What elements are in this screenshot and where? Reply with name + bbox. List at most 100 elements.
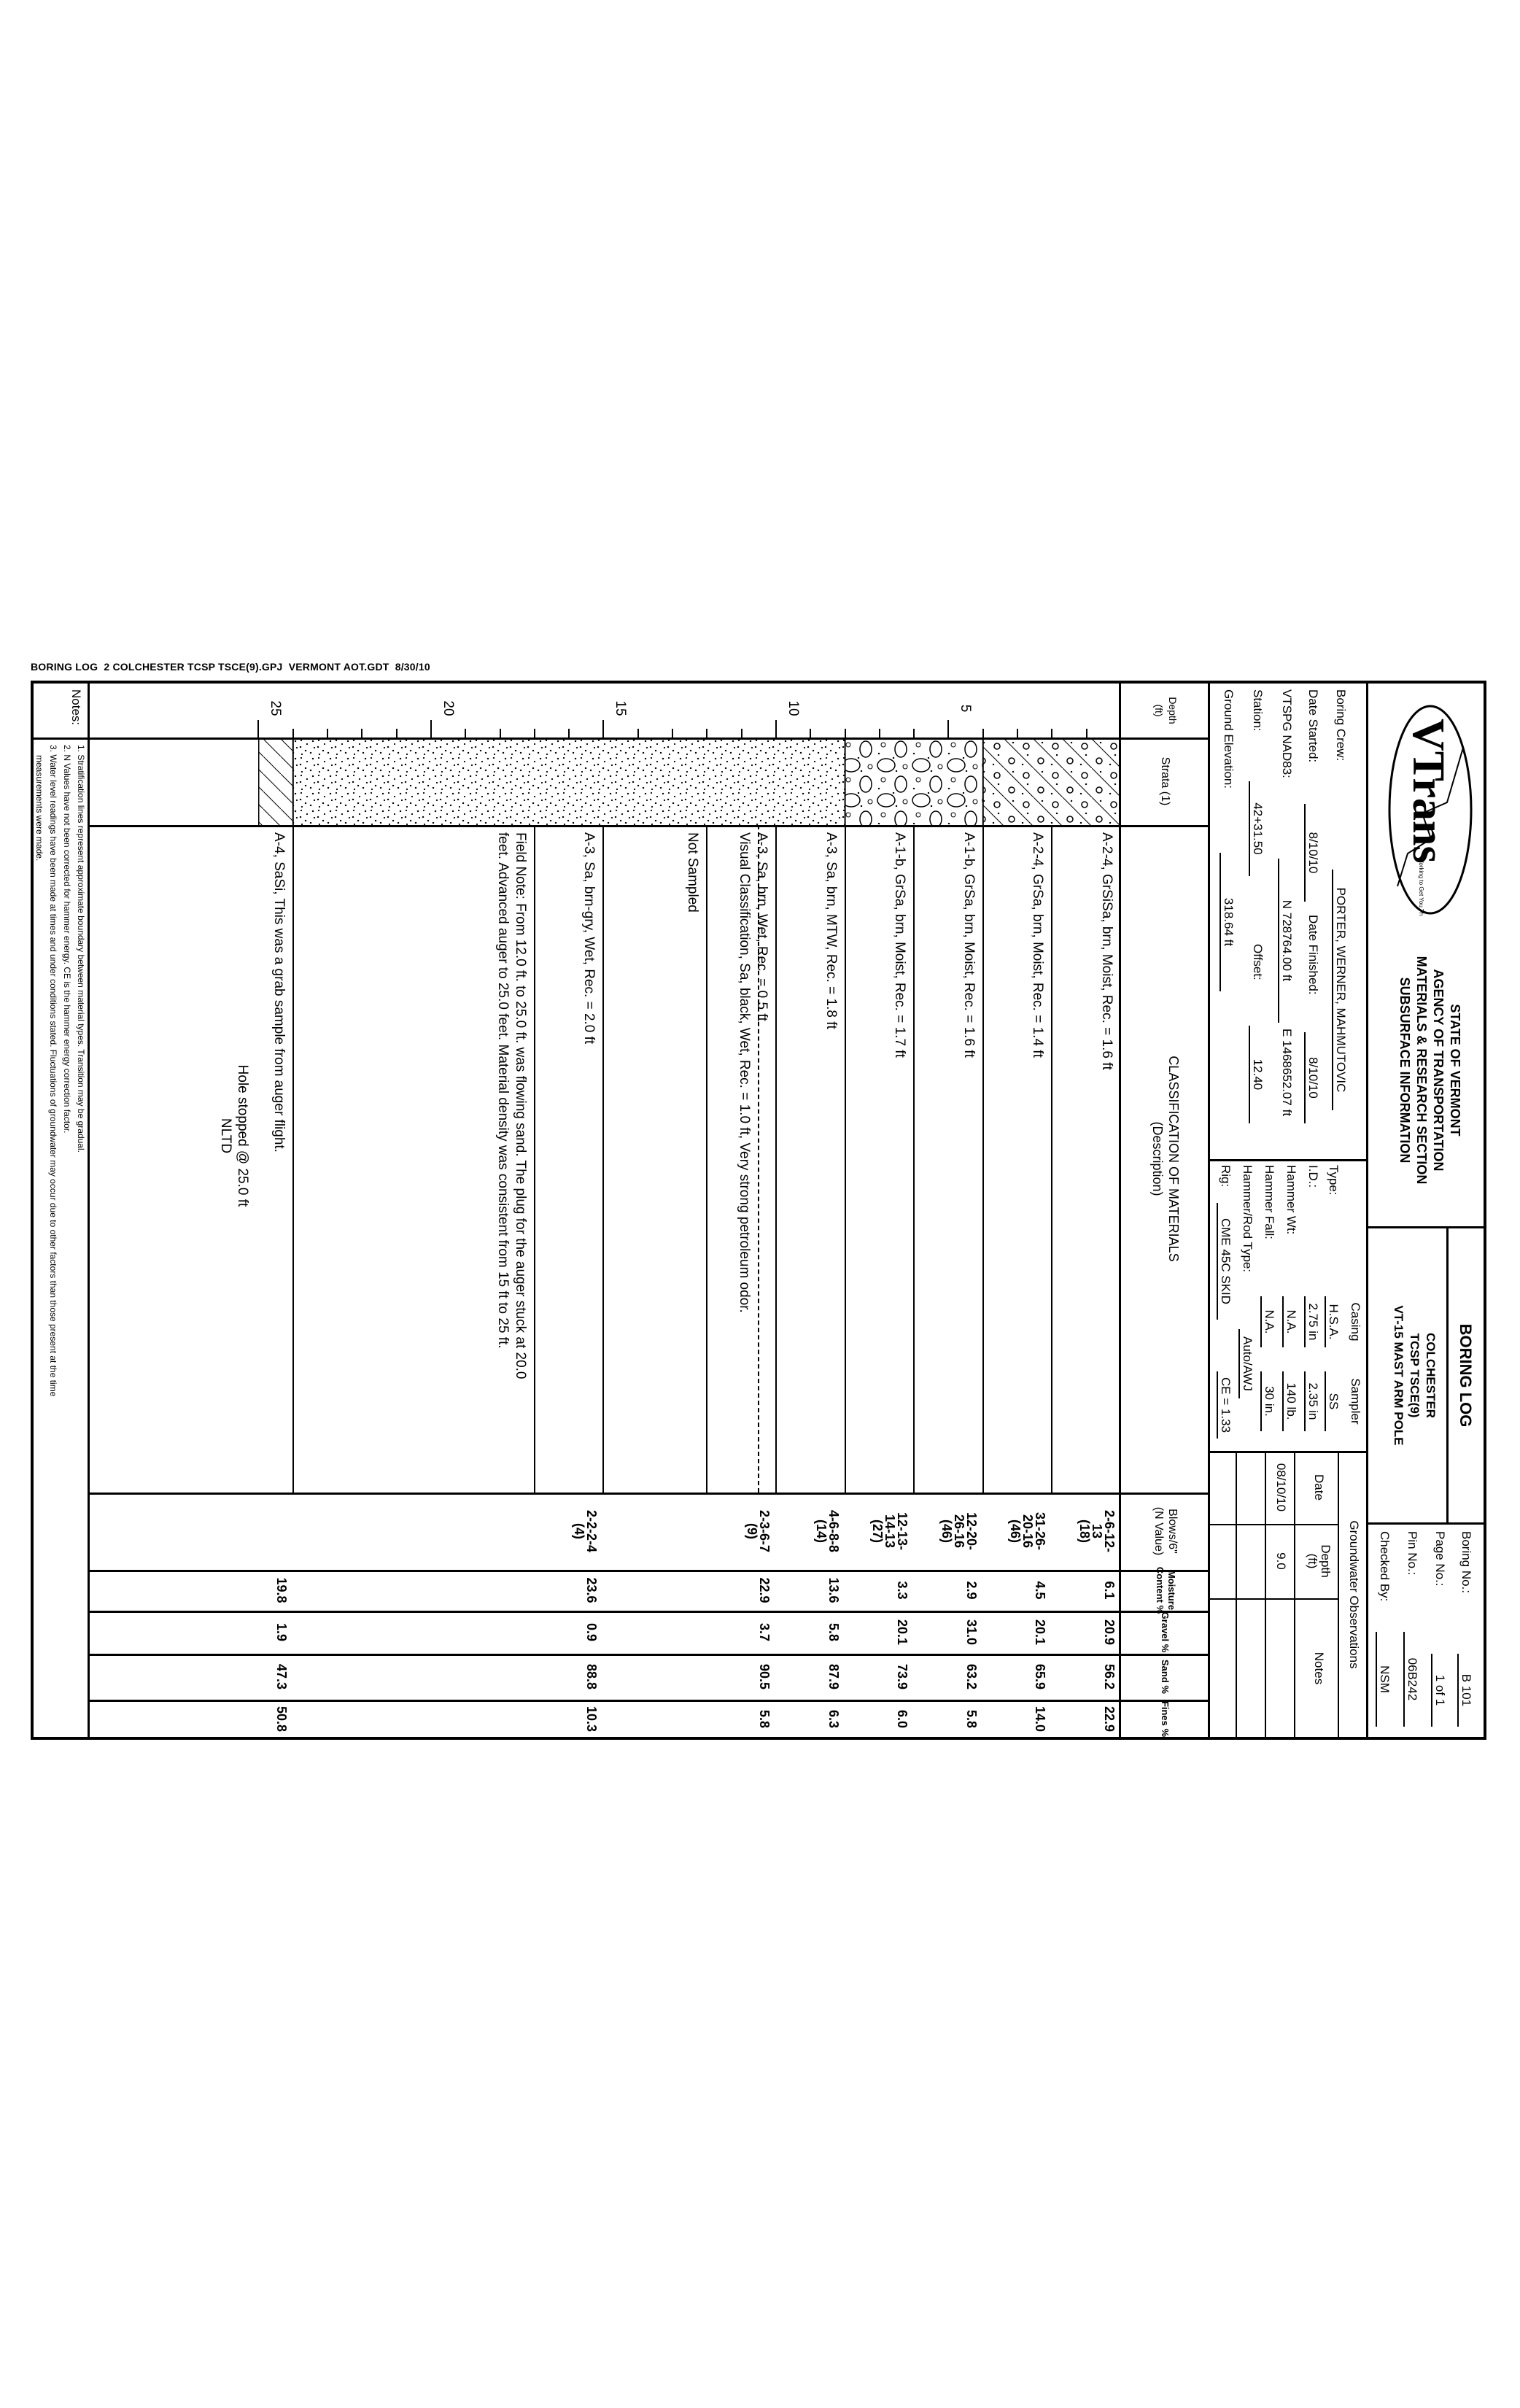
depth-tick	[844, 729, 846, 738]
fines-value: 5.8	[963, 1709, 979, 1729]
strata-layer-gravel	[845, 739, 983, 825]
depth-tick	[637, 729, 639, 738]
strata-layer-silt	[258, 739, 293, 825]
sand-value: 90.5	[757, 1663, 772, 1690]
blow-count-line: (46)	[1008, 1519, 1023, 1543]
blow-count-line: 2-2-2-4	[584, 1509, 600, 1553]
note-item: measurements were made.	[34, 755, 44, 862]
blow-count-line: 12-20-	[963, 1511, 979, 1551]
sample-description: Not Sampled	[685, 832, 701, 913]
sample-description: A-1-b, GrSa, brn, Moist, Rec. = 1.7 ft	[892, 832, 908, 1058]
depth-tick	[465, 729, 467, 738]
sample-description: A-3, Sa, brn, Wet, Rec. = 0.5 ft	[754, 832, 769, 1021]
blow-counts: 12-13- 14-13 (27)	[870, 1493, 910, 1570]
blow-counts: 2-3-6-7 (9)	[745, 1493, 772, 1570]
gravel-value: 3.7	[757, 1622, 772, 1642]
file-header: BORING LOG 2 COLCHESTER TCSP TSCE(9).GPJ…	[31, 661, 430, 673]
depth-tick	[706, 729, 708, 738]
depth-tick	[947, 720, 950, 738]
gravel-value: 20.1	[895, 1619, 910, 1646]
blow-count-line: 2-6-12-	[1102, 1509, 1117, 1553]
depth-label: 25	[268, 700, 284, 716]
depth-tick	[740, 729, 742, 738]
depth-label: 15	[613, 700, 629, 716]
depth-tick	[395, 729, 398, 738]
blow-count-line: 2-3-6-7	[757, 1509, 772, 1553]
sand-value: 65.9	[1033, 1663, 1048, 1690]
depth-tick	[1051, 729, 1053, 738]
sample-description: A-3, Sa, brn-gry, Wet, Rec. = 2.0 ft	[581, 832, 597, 1045]
strata-layer-sand	[292, 739, 845, 825]
blow-counts: 4-6-8-8 (14)	[813, 1493, 841, 1570]
note-item: 2. N Values have not been corrected for …	[62, 745, 72, 1134]
sample-boundary	[913, 825, 915, 1493]
moisture-value: 19.8	[274, 1577, 289, 1603]
note-item: 1. Stratification lines represent approx…	[76, 745, 86, 1153]
depth-tick	[982, 729, 984, 738]
svg-text:Working to Get You There: Working to Get You There	[1418, 857, 1424, 915]
depth-tick	[672, 729, 674, 738]
depth-tick	[878, 729, 880, 738]
depth-tick	[568, 729, 570, 738]
gravel-value: 20.9	[1102, 1619, 1117, 1646]
gravel-value: 0.9	[584, 1622, 600, 1642]
sample-description: Visual Classification, Sa, black, Wet, R…	[737, 832, 753, 1313]
vtrans-logo: VTrans Working to Get You There	[1388, 705, 1473, 915]
gravel-value: 31.0	[963, 1619, 979, 1646]
depth-label: 10	[786, 700, 801, 716]
blow-count-line: (27)	[870, 1519, 885, 1543]
blow-counts: 12-20- 26-16 (46)	[939, 1493, 979, 1570]
strata-column	[258, 739, 1121, 825]
depth-tick	[533, 729, 535, 738]
sample-description: A-3, Sa, brn, MTW, Rec. = 1.8 ft	[823, 832, 839, 1029]
fines-value: 22.9	[1102, 1706, 1117, 1733]
depth-tick	[430, 720, 432, 738]
moisture-value: 2.9	[963, 1581, 979, 1600]
blow-counts: 31-26- 20-16 (46)	[1008, 1493, 1047, 1570]
blow-count-line: 20-16	[1020, 1514, 1036, 1549]
depth-tick	[499, 729, 501, 738]
fines-value: 10.3	[584, 1706, 600, 1733]
depth-tick	[1085, 729, 1087, 738]
blow-count-line: 4-6-8-8	[826, 1509, 841, 1553]
sample-boundary	[758, 825, 760, 1493]
sample-boundary	[1051, 825, 1053, 1493]
blow-counts: 2-6-12- 13 (18)	[1077, 1493, 1117, 1570]
blow-count-line: (9)	[745, 1523, 759, 1539]
depth-label: 5	[958, 704, 974, 713]
sand-value: 87.9	[826, 1663, 841, 1690]
hole-stopped-text: Hole stopped @ 25.0 ft	[235, 1064, 250, 1207]
sample-boundary	[775, 825, 777, 1493]
depth-tick	[292, 729, 294, 738]
notes-list: 1. Stratification lines represent approx…	[32, 745, 88, 1396]
depth-tick	[602, 720, 605, 738]
sample-description: Field Note: From 12.0 ft. to 25.0 ft. wa…	[512, 832, 528, 1379]
depth-tick	[913, 729, 915, 738]
blow-count-line: 14-13	[883, 1514, 898, 1549]
sand-value: 56.2	[1102, 1663, 1117, 1690]
sample-description: A-1-b, GrSa, brn, Moist, Rec. = 1.6 ft	[961, 832, 977, 1058]
sample-boundary	[844, 825, 846, 1493]
moisture-value: 23.6	[584, 1577, 600, 1603]
blow-count-line: (46)	[939, 1519, 954, 1543]
sample-boundary	[292, 825, 294, 1493]
blow-count-line: 26-16	[951, 1514, 966, 1549]
sample-description: A-2-4, GrSiSa, brn, Moist, Rec. = 1.6 ft	[1099, 832, 1114, 1070]
sample-boundary	[533, 825, 535, 1493]
blow-counts: 2-2-2-4 (4)	[573, 1493, 600, 1570]
sample-description: A-2-4, GrSa, brn, Moist, Rec. = 1.4 ft	[1030, 832, 1046, 1058]
end-of-hole: Hole stopped @ 25.0 ft NLTD	[217, 990, 251, 1282]
gravel-value: 1.9	[274, 1622, 289, 1642]
depth-tick	[327, 729, 329, 738]
moisture-value: 3.3	[895, 1581, 910, 1600]
sample-boundary	[982, 825, 984, 1493]
depth-tick	[810, 729, 812, 738]
depth-tick	[775, 720, 777, 738]
depth-tick	[361, 729, 363, 738]
svg-text:VTrans: VTrans	[1403, 719, 1453, 864]
sand-value: 73.9	[895, 1663, 910, 1690]
nltd-text: NLTD	[218, 1118, 233, 1154]
moisture-value: 4.5	[1033, 1581, 1048, 1600]
blow-count-line: (14)	[813, 1519, 829, 1543]
moisture-value: 6.1	[1102, 1581, 1117, 1600]
